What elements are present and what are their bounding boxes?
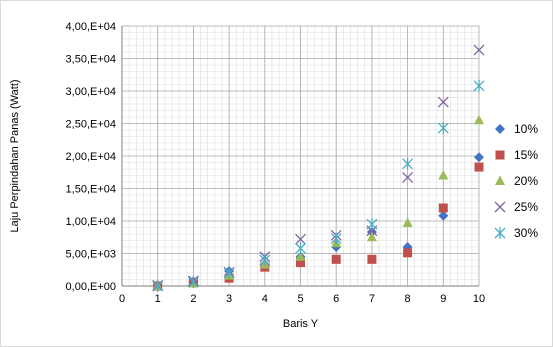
data-point	[259, 254, 271, 266]
data-point	[473, 44, 485, 56]
legend-marker	[495, 175, 505, 185]
data-point	[437, 122, 449, 135]
y-tick-label: 2,00,E+04	[66, 151, 116, 163]
x-tick-label: 1	[155, 293, 161, 305]
legend-item: 15%	[495, 148, 538, 162]
data-point	[438, 170, 449, 180]
data-point	[223, 267, 235, 279]
data-point	[474, 162, 484, 172]
data-point	[295, 233, 306, 245]
legend: 10% 15% 20% 25% 30%	[494, 122, 538, 240]
grid	[121, 25, 480, 287]
legend-marker	[495, 124, 505, 134]
legend-item: 20%	[495, 174, 538, 188]
x-tick-label: 9	[440, 293, 446, 305]
y-tick-label: 1,50,E+04	[66, 184, 116, 196]
data-point	[438, 203, 448, 213]
legend-marker	[495, 150, 505, 160]
legend-item: 30%	[494, 226, 538, 240]
x-tick-label: 8	[405, 293, 411, 305]
legend-marker	[494, 201, 506, 213]
legend-label: 20%	[514, 174, 538, 188]
legend-label: 10%	[514, 122, 538, 136]
data-point	[402, 171, 414, 183]
y-tick-label: 0,00,E+00	[66, 281, 116, 293]
data-point	[296, 258, 305, 268]
y-tick-label: 5,00,E+03	[66, 249, 116, 261]
data-point	[403, 248, 413, 258]
data-point	[402, 157, 414, 170]
data-point	[367, 254, 377, 264]
axes	[121, 26, 479, 287]
series-5	[152, 79, 485, 292]
data-point	[187, 276, 199, 289]
x-tick-label: 5	[297, 293, 303, 305]
data-point	[402, 217, 413, 227]
y-tick-label: 3,50,E+04	[66, 54, 116, 66]
x-tick-label: 10	[473, 293, 485, 305]
data-point	[438, 210, 449, 221]
data-point	[295, 242, 306, 255]
y-tick-label: 2,50,E+04	[66, 119, 116, 131]
x-tick-label: 7	[369, 293, 375, 305]
legend-label: 15%	[514, 148, 538, 162]
data-point	[474, 114, 484, 125]
x-tick-label: 2	[190, 293, 196, 305]
data-point	[437, 96, 449, 108]
series-3	[152, 114, 484, 290]
x-tick-label: 0	[119, 293, 125, 305]
data-points	[152, 44, 485, 292]
legend-item: 25%	[494, 200, 538, 214]
tick-labels: 0 1 2 3 4 5 6 7 8 9 10 0,00,E+00 5,00,E+03 1,00,E+04 1…	[66, 21, 486, 305]
data-point	[474, 152, 484, 163]
y-tick-label: 1,00,E+04	[66, 216, 116, 228]
legend-label: 25%	[514, 200, 538, 214]
x-tick-label: 3	[226, 293, 232, 305]
legend-item: 10%	[495, 122, 538, 136]
y-tick-label: 4,00,E+04	[66, 21, 116, 33]
data-point	[152, 280, 164, 292]
legend-marker	[494, 227, 506, 239]
data-point	[331, 254, 341, 264]
series-4	[152, 44, 485, 291]
x-tick-label: 6	[333, 293, 339, 305]
data-point	[295, 251, 306, 261]
y-axis-title: Laju Perpindahan Panas (Watt)	[9, 79, 21, 232]
data-point	[366, 231, 377, 242]
y-tick-label: 3,00,E+04	[66, 86, 116, 98]
x-tick-label: 4	[262, 293, 268, 305]
legend-label: 30%	[514, 226, 538, 240]
data-point	[473, 79, 485, 92]
data-point	[330, 232, 342, 245]
data-point	[366, 218, 378, 231]
x-axis-title: Baris Y	[283, 318, 319, 330]
